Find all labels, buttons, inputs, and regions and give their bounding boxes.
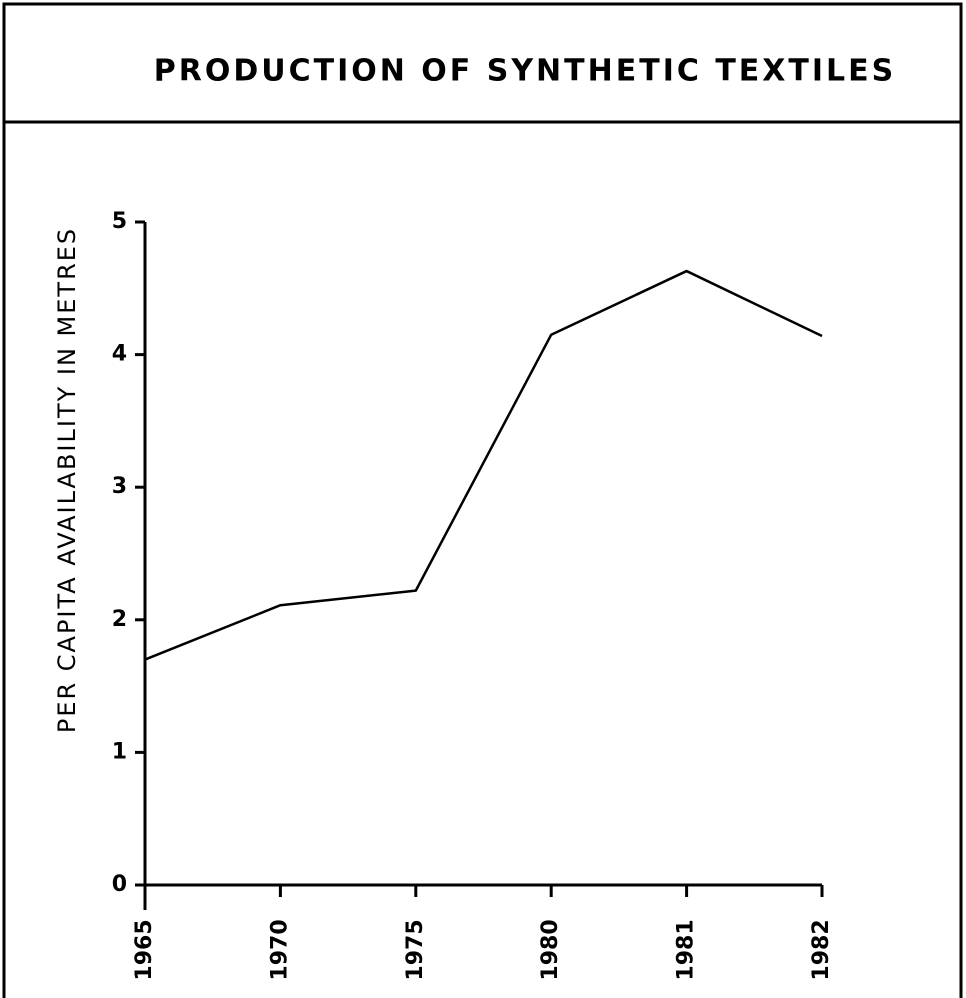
x-tick-label: 1981 bbox=[674, 919, 699, 980]
y-tick-label: 2 bbox=[112, 607, 127, 632]
y-tick-label: 0 bbox=[112, 872, 127, 897]
y-tick-label: 4 bbox=[112, 342, 127, 367]
data-line bbox=[144, 269, 823, 661]
x-tick-label: 1975 bbox=[403, 919, 428, 980]
y-tick-label: 3 bbox=[112, 474, 127, 499]
y-tick-label: 1 bbox=[112, 739, 127, 764]
chart-title: PRODUCTION OF SYNTHETIC TEXTILES bbox=[154, 54, 897, 89]
y-axis-label: PER CAPITA AVAILABILITY IN METRES bbox=[53, 227, 81, 733]
x-tick-label: 1965 bbox=[132, 919, 157, 980]
y-tick-label: 5 bbox=[112, 209, 127, 234]
x-tick-label: 1970 bbox=[267, 919, 292, 980]
x-tick-label: 1982 bbox=[809, 919, 834, 980]
x-tick-label: 1980 bbox=[538, 919, 563, 980]
